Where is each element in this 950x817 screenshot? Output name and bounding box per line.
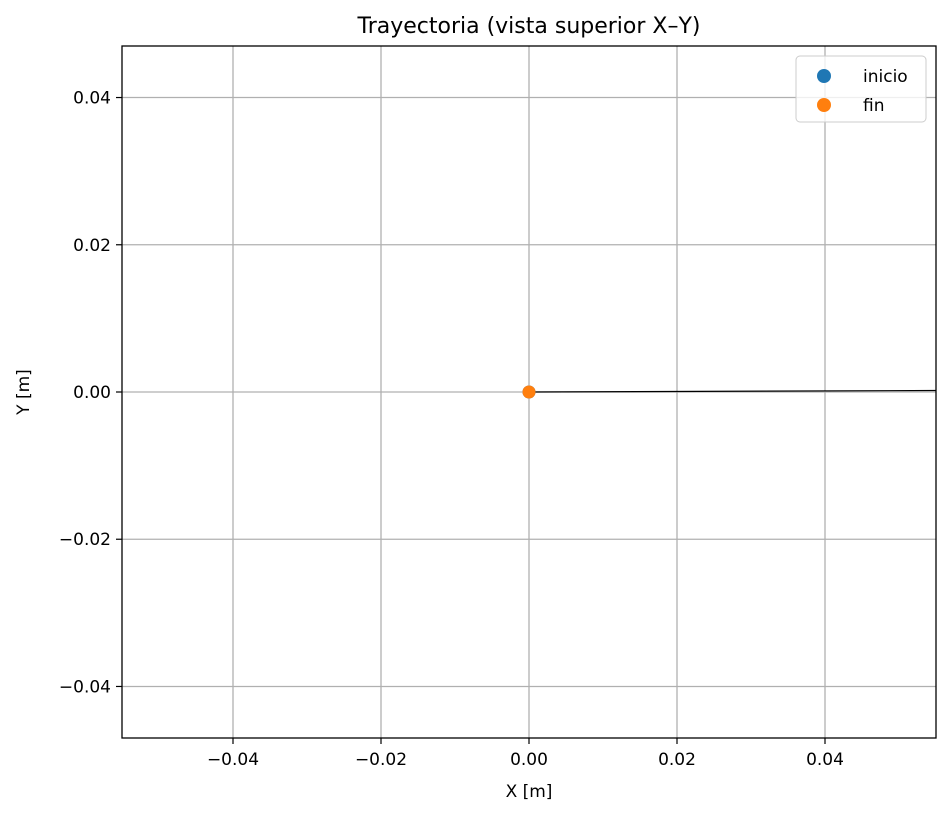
x-tick-label-1: −0.02 <box>355 750 407 770</box>
y-tick-label-3: 0.02 <box>73 236 111 256</box>
y-axis-label: Y [m] <box>14 369 34 416</box>
legend-marker-fin <box>817 98 831 112</box>
y-tick-label-1: −0.02 <box>59 530 111 550</box>
x-ticks: −0.04 −0.02 0.00 0.02 0.04 <box>207 738 844 770</box>
legend: inicio fin <box>795 55 927 123</box>
trajectory-layer <box>528 389 937 393</box>
trajectory-line <box>528 389 937 393</box>
y-tick-label-2: 0.00 <box>73 383 111 403</box>
legend-box <box>795 55 927 123</box>
x-tick-label-0: −0.04 <box>207 750 259 770</box>
x-tick-label-2: 0.00 <box>510 750 548 770</box>
legend-label-inicio: inicio <box>863 67 908 87</box>
legend-marker-inicio <box>817 69 831 83</box>
y-tick-label-0: −0.04 <box>59 677 111 697</box>
x-axis-label: X [m] <box>506 782 553 802</box>
fin-point <box>522 385 536 399</box>
x-tick-label-3: 0.02 <box>658 750 696 770</box>
chart-title: Trayectoria (vista superior X–Y) <box>356 14 700 39</box>
y-tick-label-4: 0.04 <box>73 89 111 109</box>
x-tick-label-4: 0.04 <box>806 750 844 770</box>
y-ticks: −0.04 −0.02 0.00 0.02 0.04 <box>59 89 122 697</box>
points-layer <box>522 385 536 399</box>
legend-label-fin: fin <box>863 96 884 116</box>
